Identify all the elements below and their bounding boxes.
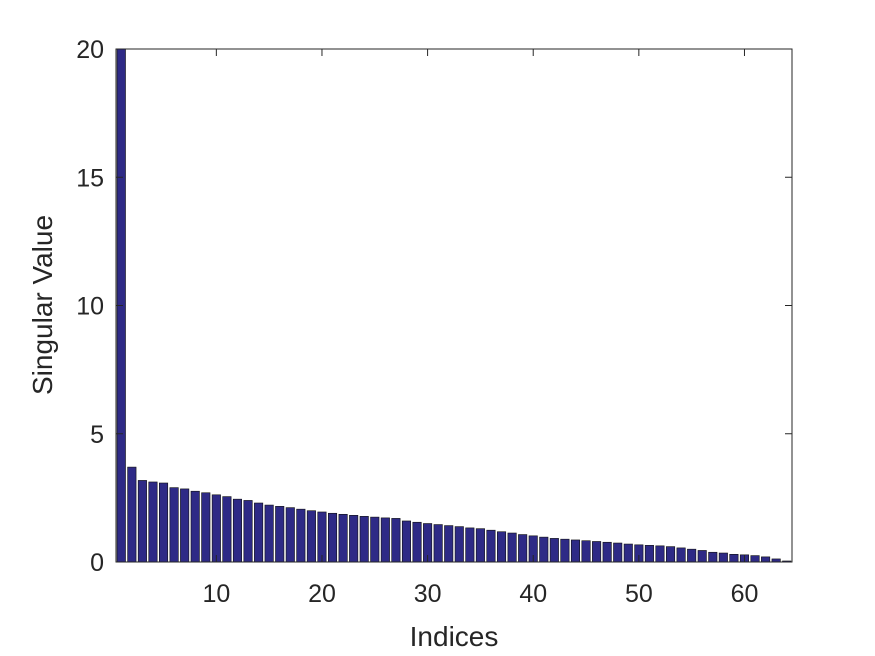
bar-29 [412, 521, 422, 563]
bar-6 [169, 487, 179, 563]
bar-5 [159, 482, 169, 563]
bar-43 [560, 538, 570, 563]
bar-20 [317, 511, 327, 563]
bar-38 [507, 532, 517, 563]
tick-labels-group: 10 20 30 40 50 60 0 5 10 15 20 [76, 36, 758, 608]
bar-39 [518, 534, 528, 563]
x-tick-label-60: 60 [731, 580, 759, 608]
bar-10 [211, 494, 221, 563]
bar-49 [623, 543, 633, 563]
bar-57 [708, 551, 718, 563]
bar-21 [328, 512, 338, 563]
bar-61 [750, 555, 760, 563]
bar-44 [570, 539, 580, 563]
bar-13 [243, 500, 253, 563]
bar-36 [486, 529, 496, 563]
bar-45 [581, 540, 591, 563]
y-tick-label-0: 0 [90, 549, 104, 577]
bar-35 [475, 528, 485, 563]
y-axis-label: Singular Value [27, 215, 58, 395]
bar-3 [137, 480, 147, 563]
bar-31 [433, 524, 443, 563]
bar-59 [729, 553, 739, 563]
bar-7 [180, 488, 190, 563]
bar-15 [264, 504, 274, 563]
bar-51 [644, 545, 654, 563]
bar-55 [687, 548, 697, 563]
bar-26 [380, 517, 390, 563]
bar-25 [370, 516, 380, 563]
bar-54 [676, 547, 686, 563]
bar-8 [190, 490, 200, 563]
bar-18 [296, 508, 306, 563]
bar-32 [444, 525, 454, 563]
x-tick-label-40: 40 [519, 580, 547, 608]
bar-34 [465, 527, 475, 563]
y-tick-label-10: 10 [76, 293, 104, 321]
bar-19 [306, 510, 316, 563]
plot-frame [115, 48, 793, 563]
y-tick-label-15: 15 [76, 164, 104, 192]
bar-23 [349, 515, 359, 563]
bars-group [116, 48, 792, 563]
x-tick-label-20: 20 [308, 580, 336, 608]
bar-2 [127, 466, 137, 563]
bar-28 [401, 520, 411, 563]
bar-56 [697, 550, 707, 563]
x-tick-label-50: 50 [625, 580, 653, 608]
bar-42 [549, 538, 559, 563]
bar-62 [761, 556, 771, 563]
bar-53 [666, 546, 676, 563]
bar-48 [613, 542, 623, 563]
x-tick-label-30: 30 [414, 580, 442, 608]
bar-22 [338, 513, 348, 563]
bar-33 [454, 526, 464, 563]
bar-41 [539, 536, 549, 563]
x-axis-label: Indices [410, 621, 499, 652]
bar-58 [718, 552, 728, 563]
x-tick-label-10: 10 [202, 580, 230, 608]
bar-27 [391, 518, 401, 563]
bar-52 [655, 545, 665, 563]
y-tick-label-20: 20 [76, 36, 104, 64]
bar-4 [148, 481, 158, 563]
bar-14 [254, 502, 264, 563]
plot-background [116, 49, 792, 562]
bar-46 [592, 541, 602, 563]
bar-47 [602, 541, 612, 563]
bar-24 [359, 516, 369, 563]
bar-11 [222, 496, 232, 563]
bar-37 [497, 531, 507, 563]
bar-16 [275, 506, 285, 563]
bar-17 [285, 507, 295, 563]
y-tick-label-5: 5 [90, 421, 104, 449]
bar-9 [201, 492, 211, 563]
bar-12 [232, 498, 242, 563]
